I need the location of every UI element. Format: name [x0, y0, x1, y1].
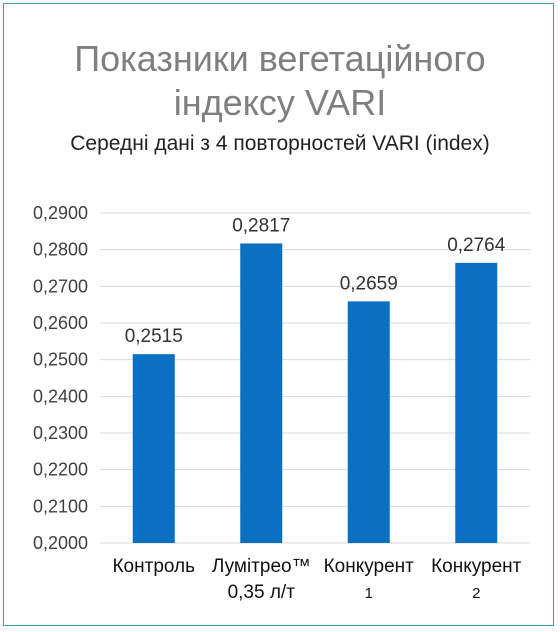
data-label: 0,2817 [232, 215, 290, 236]
bar [347, 301, 390, 543]
chart-title-line-1: Показники вегетаційного [74, 38, 486, 79]
data-label: 0,2764 [447, 235, 506, 256]
x-axis-categories: Контроль Лумітрео™ 0,35 л/т Конкурент 1 Конку… [112, 556, 521, 603]
y-tick-label: 0,2700 [33, 276, 88, 296]
data-label: 0,2659 [340, 273, 398, 294]
x-category-label: Конкурент [324, 556, 415, 577]
x-category-label: 1 [365, 585, 373, 602]
x-category-label: 0,35 л/т [228, 582, 296, 603]
y-tick-label: 0,2600 [33, 313, 88, 333]
x-category-label: 2 [472, 585, 480, 602]
data-label: 0,2515 [125, 326, 183, 347]
y-tick-label: 0,2000 [33, 533, 88, 553]
y-tick-label: 0,2400 [33, 386, 88, 406]
bar [132, 354, 175, 543]
y-tick-label: 0,2100 [33, 496, 88, 516]
bars [132, 243, 498, 543]
x-category-label: Лумітрео™ [212, 556, 311, 577]
chart-subtitle: Середні дані з 4 повторностей VARI (inde… [70, 132, 490, 155]
x-category-label: Контроль [112, 556, 195, 577]
y-tick-label: 0,2500 [33, 350, 88, 370]
chart-title-line-2: індексу VARI [173, 82, 387, 123]
bar [240, 243, 283, 543]
x-category-label: Конкурент [431, 556, 522, 577]
y-tick-label: 0,2900 [33, 203, 88, 223]
bar [455, 262, 498, 543]
y-tick-label: 0,2200 [33, 460, 88, 480]
y-axis-ticks: 0,2000 0,2100 0,2200 0,2300 0,2400 0,2500 0,26… [33, 203, 88, 553]
y-tick-label: 0,2800 [33, 240, 88, 260]
y-tick-label: 0,2300 [33, 423, 88, 443]
data-labels: 0,2515 0,2817 0,2659 0,2764 [125, 215, 506, 347]
